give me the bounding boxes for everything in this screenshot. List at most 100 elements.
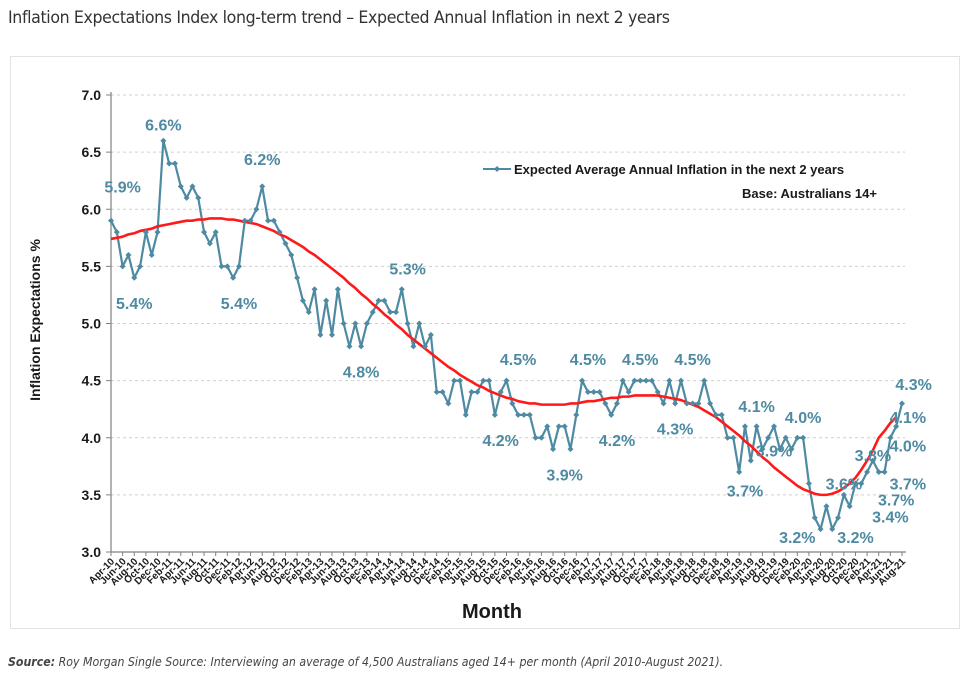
data-point <box>108 217 114 224</box>
data-label: 4.5% <box>674 352 710 369</box>
data-point <box>259 183 266 190</box>
series-markers <box>108 137 905 533</box>
data-point <box>119 263 126 270</box>
data-point <box>195 194 202 201</box>
data-point <box>439 389 446 396</box>
data-point <box>317 331 324 338</box>
data-point <box>323 297 330 304</box>
data-point <box>294 274 301 281</box>
data-point <box>526 411 533 418</box>
data-label: 3.7% <box>727 483 763 500</box>
legend-entry: Expected Average Annual Inflation in the… <box>514 162 844 177</box>
legend: Expected Average Annual Inflation in the… <box>483 162 877 201</box>
data-point <box>311 286 318 293</box>
data-point <box>614 400 621 407</box>
data-point <box>491 411 498 418</box>
data-point <box>759 446 766 453</box>
data-label: 3.8% <box>855 448 891 465</box>
data-point <box>538 434 545 441</box>
data-point <box>730 434 737 441</box>
data-point <box>131 274 138 281</box>
data-point <box>346 343 353 350</box>
data-point <box>334 286 341 293</box>
data-label: 5.4% <box>221 296 257 313</box>
data-point <box>555 423 562 430</box>
y-tick-label: 6.0 <box>82 201 102 217</box>
data-label: 3.2% <box>779 530 815 547</box>
data-point <box>869 457 876 464</box>
data-point <box>794 434 801 441</box>
data-point <box>433 389 440 396</box>
data-label: 5.3% <box>389 262 425 279</box>
data-point <box>171 160 178 167</box>
data-label: 5.4% <box>116 296 152 313</box>
trend-line-path <box>110 217 898 497</box>
data-label: 4.2% <box>482 433 518 450</box>
data-point <box>515 411 522 418</box>
data-point <box>893 423 900 430</box>
data-point <box>881 469 888 476</box>
data-point <box>352 320 359 327</box>
y-tick-label: 5.0 <box>82 316 102 332</box>
data-point <box>189 183 196 190</box>
data-point <box>398 286 405 293</box>
data-point <box>183 194 190 201</box>
data-point <box>677 377 684 384</box>
data-point <box>142 229 149 236</box>
data-label: 4.0% <box>890 439 926 456</box>
data-point <box>235 263 242 270</box>
data-point <box>840 491 847 498</box>
data-point <box>584 389 591 396</box>
data-point <box>166 160 173 167</box>
data-point <box>887 434 894 441</box>
data-point <box>631 377 638 384</box>
data-point <box>875 469 882 476</box>
data-point <box>288 251 295 258</box>
data-point <box>422 343 429 350</box>
data-point <box>788 446 795 453</box>
data-point <box>800 434 807 441</box>
data-point <box>468 389 475 396</box>
data-point <box>835 514 842 521</box>
data-point <box>561 423 568 430</box>
y-tick-label: 3.0 <box>82 544 102 560</box>
page-title: Inflation Expectations Index long-term t… <box>8 8 670 28</box>
data-point <box>282 240 289 247</box>
data-point <box>683 400 690 407</box>
data-point <box>741 423 748 430</box>
y-axis-title: Inflation Expectations % <box>27 239 43 401</box>
data-point <box>724 434 731 441</box>
data-point <box>567 446 574 453</box>
data-label: 4.5% <box>570 352 606 369</box>
data-point <box>509 400 516 407</box>
data-point <box>817 526 824 533</box>
data-label: 3.9% <box>756 443 792 460</box>
trend-line <box>110 217 898 497</box>
data-point <box>590 389 597 396</box>
data-point <box>241 217 248 224</box>
data-point <box>672 400 679 407</box>
source-note: Source: Roy Morgan Single Source: Interv… <box>8 654 723 669</box>
data-point <box>747 457 754 464</box>
data-point <box>340 320 347 327</box>
data-point <box>404 320 411 327</box>
data-point <box>218 263 225 270</box>
data-label: 3.7% <box>890 476 926 493</box>
data-point <box>666 377 673 384</box>
data-point <box>206 240 213 247</box>
data-point <box>765 434 772 441</box>
data-point <box>776 446 783 453</box>
data-point <box>736 469 743 476</box>
data-point <box>358 343 365 350</box>
data-point <box>532 434 539 441</box>
data-point <box>201 229 208 236</box>
data-point <box>858 480 865 487</box>
data-point <box>160 137 167 144</box>
data-point <box>329 331 336 338</box>
data-point <box>596 389 603 396</box>
y-tick-label: 6.5 <box>82 144 102 160</box>
data-point <box>707 400 714 407</box>
data-point <box>573 411 580 418</box>
data-label: 3.6% <box>826 476 862 493</box>
legend-marker-swatch <box>494 166 500 172</box>
